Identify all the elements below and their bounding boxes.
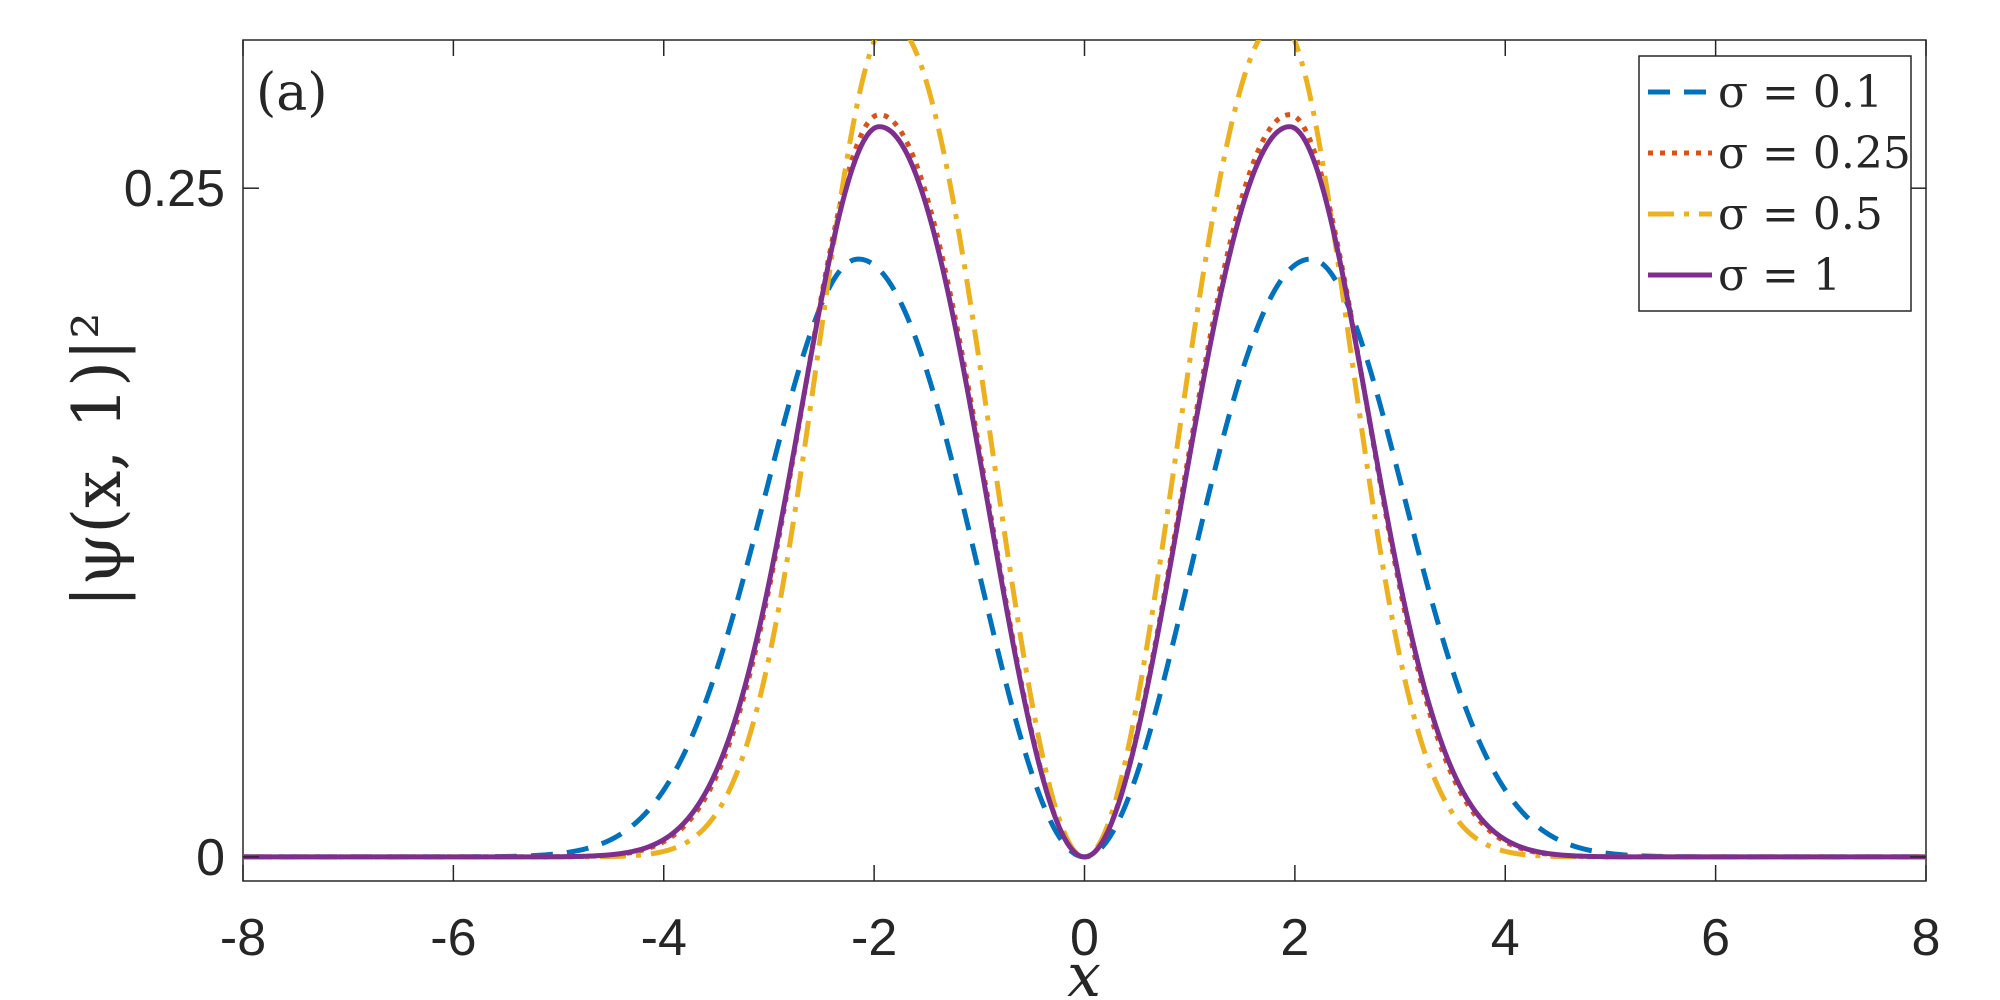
x-tick-label: -2 xyxy=(851,909,897,967)
panel-label: (a) xyxy=(256,63,328,123)
legend-label-2: σ = 0.5 xyxy=(1718,189,1883,240)
legend-box xyxy=(1638,55,1912,312)
ticks-layer xyxy=(242,40,1927,881)
x-tick-label: 4 xyxy=(1491,909,1520,967)
y-tick-label: 0.25 xyxy=(124,160,225,218)
series-line-3 xyxy=(243,124,1926,860)
y-axis-label: |ψ(x, 1)|² xyxy=(59,312,136,607)
x-tick-label: 6 xyxy=(1701,909,1730,967)
legend-label-3: σ = 1 xyxy=(1718,250,1841,301)
x-tick-label: -8 xyxy=(220,909,266,967)
x-tick-label: 2 xyxy=(1280,909,1309,967)
legend-items: σ = 0.1 σ = 0.25 σ = 0.5 σ = 1 xyxy=(1648,67,1911,301)
y-axis-label-text: |ψ(x, 1)|² xyxy=(59,312,136,607)
x-tick-label: 8 xyxy=(1912,909,1941,967)
series-layer xyxy=(243,40,1926,860)
legend-label-1: σ = 0.25 xyxy=(1718,128,1911,179)
x-tick-label: -6 xyxy=(430,909,476,967)
legend-label-0: σ = 0.1 xyxy=(1718,67,1883,118)
x-axis-label: x xyxy=(1067,941,1101,1000)
y-tick-label: 0 xyxy=(196,829,225,887)
legend: σ = 0.1 σ = 0.25 σ = 0.5 σ = 1 xyxy=(1638,55,1912,312)
x-tick-label: 0 xyxy=(1070,909,1099,967)
x-tick-label: -4 xyxy=(641,909,687,967)
